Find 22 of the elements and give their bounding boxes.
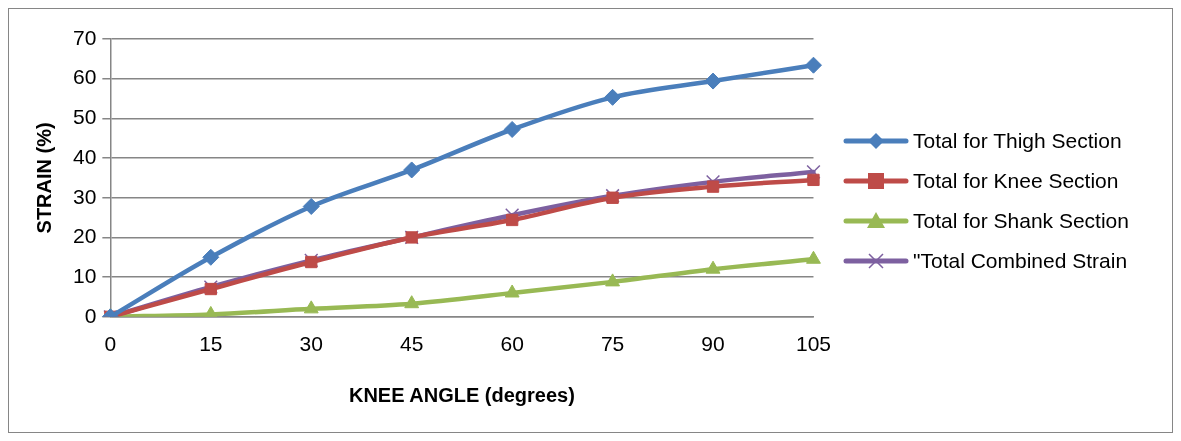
x-tick-label: 45	[400, 332, 424, 356]
x-tick-label: 0	[104, 332, 117, 356]
y-tick-label: 10	[73, 263, 97, 287]
x-tick-label: 30	[299, 332, 323, 356]
legend-label: Total for Thigh Section	[913, 128, 1122, 153]
y-tick-label: 60	[73, 65, 97, 89]
y-tick-label: 50	[73, 105, 97, 129]
legend-label: Total for Knee Section	[913, 168, 1119, 193]
x-tick-label: 90	[701, 332, 725, 356]
x-tick-label: 75	[600, 332, 625, 356]
legend-label: "Total Combined Strain	[913, 248, 1128, 273]
y-tick-label: 70	[73, 25, 97, 49]
legend-label: Total for Shank Section	[913, 208, 1129, 233]
x-tick-label: 60	[500, 332, 524, 356]
x-tick-label: 105	[795, 332, 831, 356]
y-tick-label: 30	[73, 184, 97, 208]
x-axis-title: KNEE ANGLE (degrees)	[348, 383, 575, 406]
y-axis-title: STRAIN (%)	[32, 122, 55, 234]
x-tick-label: 15	[199, 332, 223, 356]
y-tick-label: 40	[73, 144, 97, 168]
y-tick-label: 20	[73, 224, 97, 248]
y-tick-label: 0	[84, 303, 97, 327]
